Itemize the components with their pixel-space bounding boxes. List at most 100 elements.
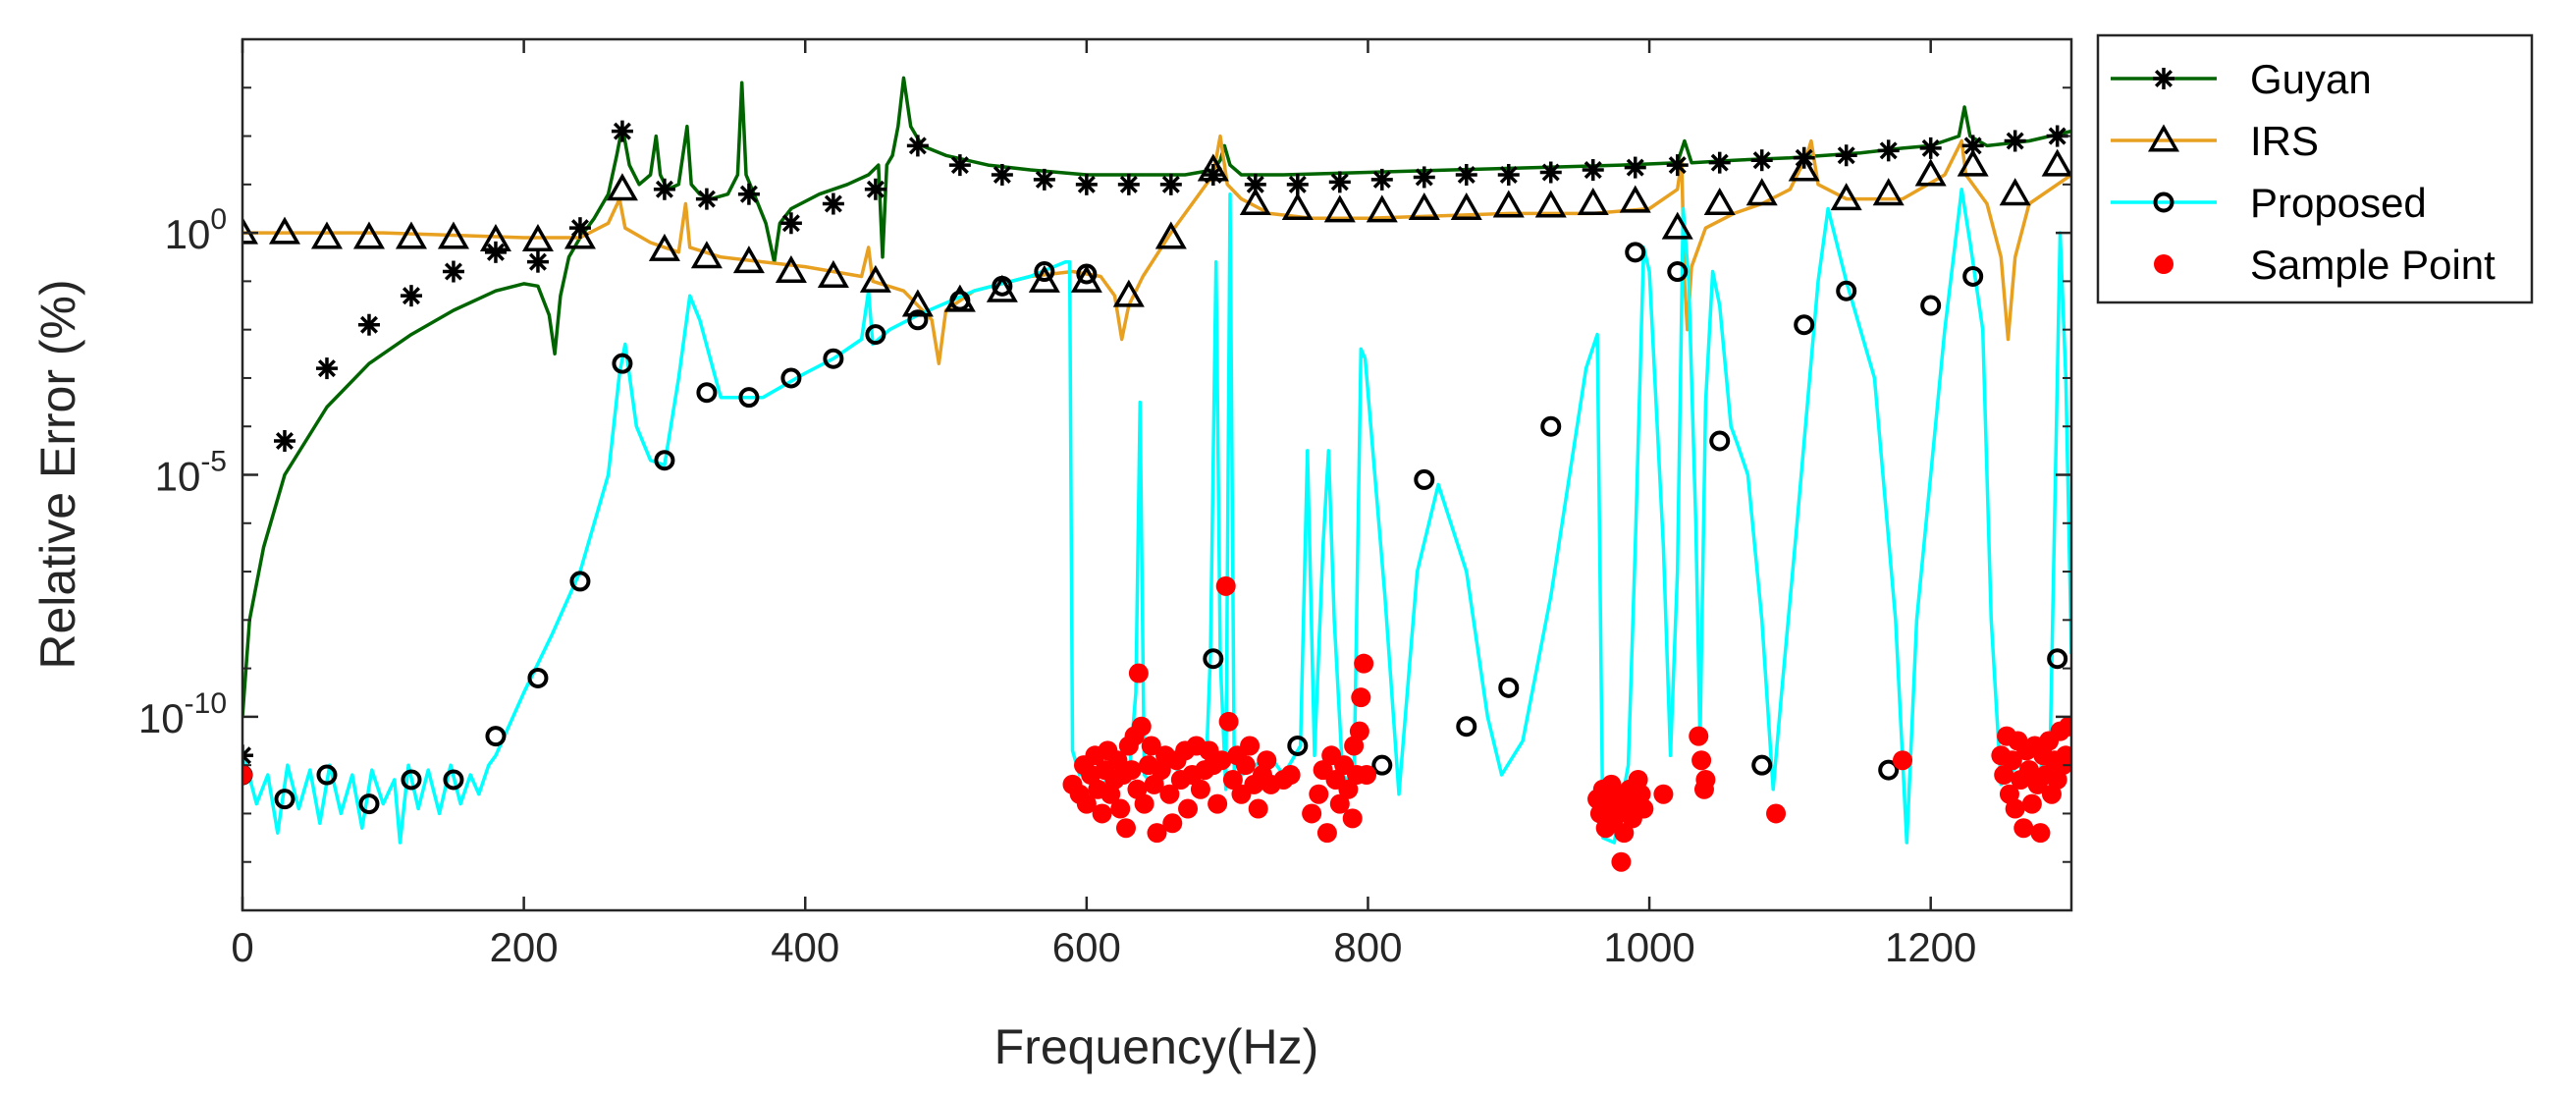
irs-point — [817, 259, 849, 288]
sample-point-point — [1248, 798, 1268, 819]
series-markers — [242, 120, 2071, 872]
proposed-point — [527, 667, 549, 688]
sample-point-point — [1131, 716, 1152, 737]
sample-point-point — [1611, 851, 1632, 872]
guyan-point — [1075, 173, 1098, 195]
legend-item-sample-point: Sample Point — [2154, 242, 2496, 288]
guyan-point — [1750, 149, 1773, 172]
sample-point-point — [1689, 726, 1709, 746]
proposed-point — [1751, 754, 1773, 776]
sample-point-point — [2059, 716, 2071, 737]
proposed-point — [654, 450, 675, 471]
guyan-point — [242, 744, 253, 767]
legend: Guyan IRS Proposed Sample Point — [2096, 33, 2534, 304]
sample-point-point — [2013, 818, 2034, 839]
irs-point — [352, 221, 385, 249]
sample-point-point — [1240, 736, 1261, 756]
guyan-point — [864, 178, 886, 200]
proposed-point — [1414, 468, 1435, 490]
sample-point-point — [1302, 803, 1322, 824]
proposed-point — [443, 769, 464, 791]
guyan-point — [779, 212, 802, 235]
proposed-point — [316, 764, 338, 786]
sample-point-point — [1614, 823, 1635, 844]
irs-point — [1703, 188, 1736, 216]
proposed-point — [780, 367, 802, 389]
guyan-point — [442, 260, 464, 283]
irs-point — [1914, 158, 1947, 187]
sample-point-point — [2002, 750, 2022, 771]
guyan-point — [2004, 130, 2026, 152]
legend-marker-irs — [2147, 124, 2180, 152]
sample-point-point — [1631, 784, 1651, 804]
sample-point-point — [1634, 798, 1654, 819]
sample-point-point — [1691, 750, 1712, 771]
guyan-point — [1244, 173, 1266, 195]
irs-point — [1957, 148, 1989, 177]
legend-label-sample-point: Sample Point — [2250, 242, 2496, 288]
proposed-point — [865, 324, 886, 346]
irs-point — [242, 216, 259, 245]
sample-point-point — [1349, 721, 1369, 741]
guyan-point — [1328, 171, 1351, 193]
guyan-point — [1708, 151, 1731, 174]
sample-point-point — [1994, 765, 2014, 786]
irs-point — [521, 223, 554, 252]
irs-point — [1619, 185, 1651, 213]
proposed-point — [1034, 261, 1055, 283]
y-tick-label: 10-10 — [138, 687, 227, 741]
guyan-point — [1117, 173, 1140, 195]
irs-point — [1999, 178, 2031, 206]
irs-point — [1788, 153, 1820, 182]
irs-point — [310, 221, 344, 249]
proposed-point — [1456, 716, 1477, 738]
sample-point-point — [1354, 653, 1374, 674]
guyan-point — [653, 178, 675, 200]
irs-point — [479, 223, 511, 252]
sample-point-point — [1110, 798, 1131, 819]
irs-point — [437, 221, 469, 249]
proposed-point — [1836, 280, 1857, 301]
legend-marker-guyan — [2153, 68, 2174, 89]
guyan-point — [1539, 161, 1562, 184]
proposed-point — [1878, 759, 1900, 781]
guyan-point — [737, 183, 760, 205]
sample-point-point — [1309, 784, 1329, 804]
irs-point — [1323, 194, 1356, 223]
sample-point-point — [1121, 760, 1142, 781]
irs-point — [1366, 194, 1398, 223]
guyan-point — [1159, 173, 1182, 195]
guyan-point — [1666, 154, 1689, 177]
proposed-point — [1498, 677, 1520, 698]
sample-point-point — [2021, 793, 2042, 814]
legend-label-guyan: Guyan — [2250, 56, 2372, 102]
proposed-point — [907, 309, 929, 331]
sample-point-point — [1178, 798, 1199, 819]
irs-point — [1281, 191, 1314, 220]
proposed-point — [569, 571, 591, 592]
y-axis-label: Relative Error (%) — [30, 279, 85, 669]
guyan-point — [611, 120, 633, 142]
sample-point-point — [1257, 750, 1277, 771]
proposed-point — [2047, 648, 2068, 670]
proposed-point — [696, 382, 718, 404]
x-tick-label: 800 — [1333, 924, 1402, 970]
legend-marker-proposed — [2153, 191, 2174, 213]
guyan-point — [1455, 163, 1477, 186]
proposed-point — [1962, 265, 1984, 287]
guyan-point — [484, 241, 507, 263]
axis-tick-labels: 0 200 400 600 800 1000 1200 100 10-5 10-10 — [138, 203, 1976, 970]
irs-point — [732, 246, 765, 274]
guyan-point — [695, 188, 718, 210]
x-tick-label: 0 — [231, 924, 253, 970]
sample-point-point — [1280, 765, 1301, 786]
sample-point-point — [1628, 769, 1648, 790]
irs-point — [1830, 183, 1862, 211]
sample-point-point — [1134, 793, 1154, 814]
sample-point-point — [1316, 823, 1337, 844]
proposed-point — [358, 793, 380, 815]
sample-point-point — [1127, 779, 1148, 799]
proposed-point — [823, 348, 844, 369]
proposed-point — [1709, 430, 1731, 452]
